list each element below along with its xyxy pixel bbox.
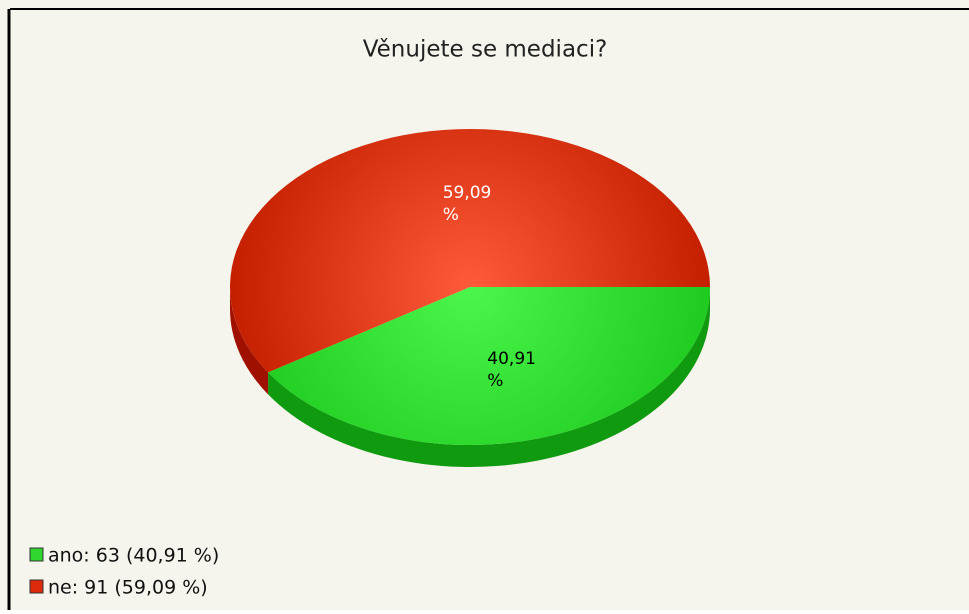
slice [230,129,711,373]
slice-side [268,287,710,468]
slice-side [230,287,269,395]
slice-label: 59,09 % [442,182,492,225]
legend-swatch [29,579,44,594]
legend-label: ne: 91 (59,09 %) [48,577,208,599]
slice-label: 40,91 % [487,349,536,392]
legend: ano: 63 (40,91 %) ne: 91 (59,09 %) [29,545,219,599]
pie: 40,91 % 59,09 % [230,129,711,468]
slice [268,287,710,446]
chart-title: Věnujete se mediaci? [363,37,608,63]
legend-swatch [29,547,44,562]
legend-label: ano: 63 (40,91 %) [48,545,219,567]
slice-label-box: 40,91 % [487,349,536,392]
slice-label-box: 59,09 % [442,182,492,225]
